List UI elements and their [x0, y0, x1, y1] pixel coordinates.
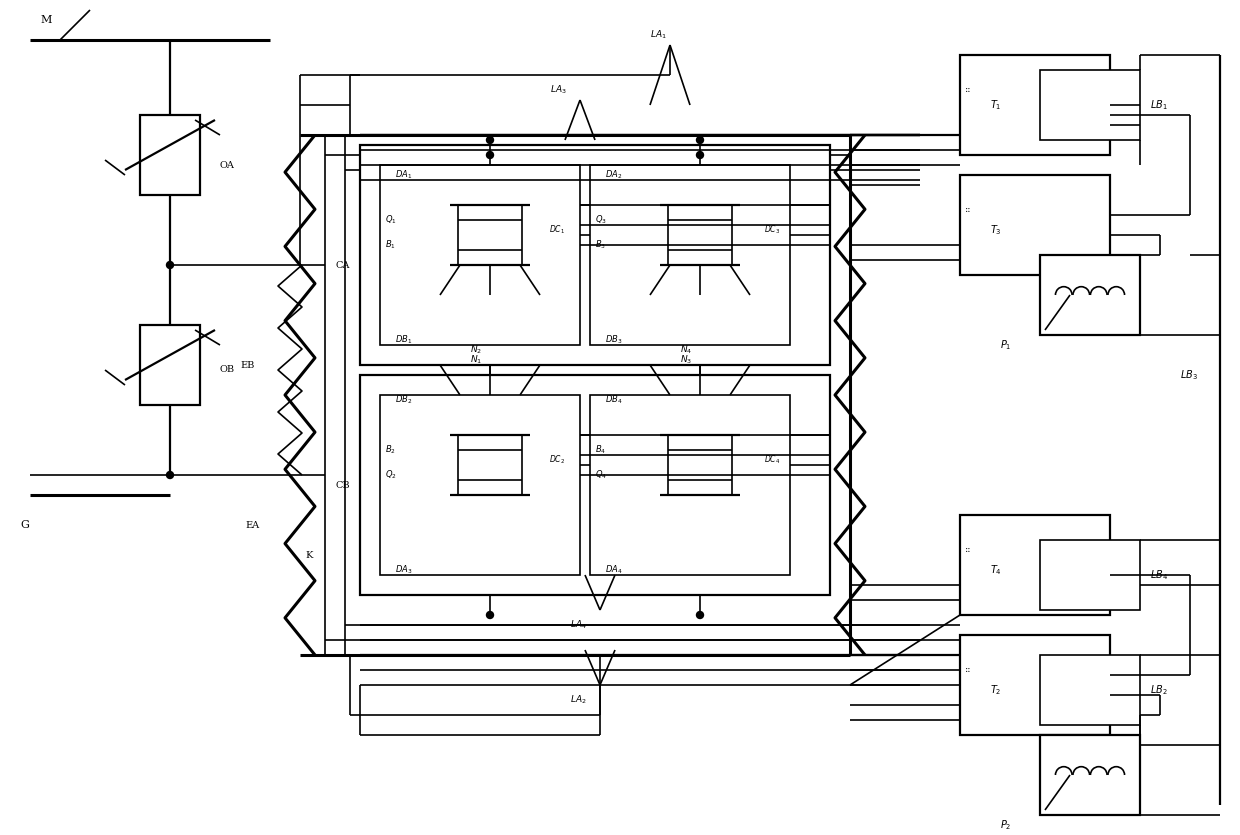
Text: $DC_{4}$: $DC_{4}$ [764, 453, 780, 466]
Text: $LA_{2}$: $LA_{2}$ [570, 694, 587, 706]
Text: OB: OB [219, 366, 236, 375]
Text: $DB_{4}$: $DB_{4}$ [605, 394, 622, 407]
Circle shape [486, 136, 494, 144]
Bar [960, 55, 1110, 155]
Text: $P_{2}$: $P_{2}$ [999, 818, 1012, 832]
Text: ::: :: [965, 665, 971, 675]
Text: $DC_{1}$: $DC_{1}$ [549, 224, 565, 236]
Text: $N_{4}$: $N_{4}$ [680, 344, 692, 357]
Text: M: M [40, 15, 51, 25]
Bar [960, 635, 1110, 735]
Text: ::: :: [965, 85, 971, 94]
Text: EA: EA [246, 520, 259, 529]
Text: $B_{4}$: $B_{4}$ [595, 443, 606, 456]
Text: $DB_{1}$: $DB_{1}$ [396, 334, 413, 347]
Text: $N_{1}$: $N_{1}$ [470, 354, 482, 367]
Text: $DB_{3}$: $DB_{3}$ [605, 334, 622, 347]
Bar [1040, 735, 1140, 815]
Text: $P_{1}$: $P_{1}$ [999, 338, 1012, 352]
Bar [1040, 255, 1140, 335]
Bar [360, 375, 830, 595]
Text: $DA_{1}$: $DA_{1}$ [396, 169, 413, 181]
Bar [960, 175, 1110, 275]
Text: ::: :: [965, 205, 971, 215]
Text: K: K [305, 550, 312, 559]
Text: $T_{2}$: $T_{2}$ [990, 683, 1002, 697]
Bar [1040, 540, 1140, 610]
Circle shape [166, 472, 174, 478]
Text: $DA_{2}$: $DA_{2}$ [605, 169, 622, 181]
Text: OA: OA [219, 160, 234, 170]
Text: $LA_{4}$: $LA_{4}$ [570, 619, 587, 631]
Circle shape [486, 151, 494, 159]
Text: G: G [20, 520, 29, 530]
Text: $LB_{3}$: $LB_{3}$ [1180, 368, 1198, 382]
Text: $T_{3}$: $T_{3}$ [990, 223, 1002, 237]
Text: $Q_{2}$: $Q_{2}$ [384, 468, 397, 481]
Text: $N_{2}$: $N_{2}$ [470, 344, 482, 357]
Circle shape [166, 261, 174, 269]
Text: $DC_{3}$: $DC_{3}$ [764, 224, 780, 236]
Bar [379, 165, 580, 345]
Text: $LA_{1}$: $LA_{1}$ [650, 28, 667, 41]
Circle shape [697, 136, 703, 144]
Text: $Q_{1}$: $Q_{1}$ [384, 214, 397, 226]
Bar [140, 115, 200, 195]
Text: $LB_{4}$: $LB_{4}$ [1149, 568, 1168, 582]
Text: $T_{1}$: $T_{1}$ [990, 98, 1002, 112]
Text: $DA_{4}$: $DA_{4}$ [605, 564, 622, 576]
Circle shape [486, 611, 494, 619]
Bar [140, 325, 200, 405]
Bar [360, 145, 830, 365]
Text: CB: CB [335, 480, 350, 489]
Text: $LB_{1}$: $LB_{1}$ [1149, 98, 1168, 112]
Text: $Q_{4}$: $Q_{4}$ [595, 468, 608, 481]
Circle shape [697, 151, 703, 159]
Text: $LB_{2}$: $LB_{2}$ [1149, 683, 1168, 697]
Text: $DA_{3}$: $DA_{3}$ [396, 564, 413, 576]
Circle shape [697, 611, 703, 619]
Bar [1040, 70, 1140, 140]
Text: $LA_{3}$: $LA_{3}$ [551, 84, 567, 96]
Text: $B_{2}$: $B_{2}$ [384, 443, 396, 456]
Text: CA: CA [336, 261, 350, 270]
Text: $T_{4}$: $T_{4}$ [990, 563, 1002, 577]
Text: $Q_{3}$: $Q_{3}$ [595, 214, 606, 226]
Bar [379, 395, 580, 575]
Text: $B_{1}$: $B_{1}$ [384, 239, 396, 251]
Bar [590, 165, 790, 345]
Bar [960, 515, 1110, 615]
Text: EB: EB [241, 361, 254, 370]
Text: $DB_{2}$: $DB_{2}$ [396, 394, 413, 407]
Text: $DC_{2}$: $DC_{2}$ [549, 453, 565, 466]
Bar [1040, 655, 1140, 725]
Bar [590, 395, 790, 575]
Text: ::: :: [965, 545, 971, 554]
Text: $B_{3}$: $B_{3}$ [595, 239, 606, 251]
Text: $N_{3}$: $N_{3}$ [680, 354, 692, 367]
